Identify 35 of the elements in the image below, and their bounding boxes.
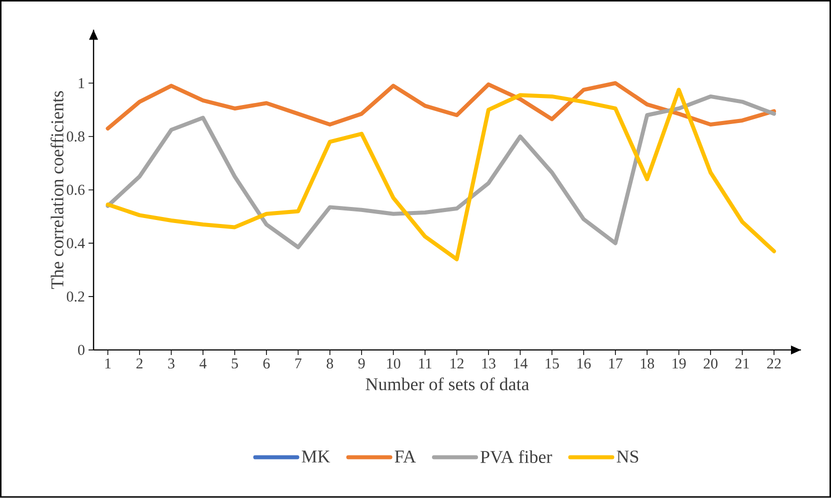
x-tick-label: 19 xyxy=(672,358,686,369)
y-tick-label: 1 xyxy=(78,78,84,88)
y-tick-label: 0.6 xyxy=(66,184,85,196)
x-axis-title: Number of sets of data xyxy=(366,378,530,390)
x-tick-label: 10 xyxy=(387,358,400,369)
x-tick-label: 13 xyxy=(482,358,496,369)
x-tick-label: 12 xyxy=(450,358,464,369)
y-tick-label: 0.4 xyxy=(66,238,85,248)
x-tick-label: 14 xyxy=(514,358,528,368)
x-tick-label: 5 xyxy=(232,358,238,369)
x-tick-label: 3 xyxy=(168,358,174,369)
legend-label: FA xyxy=(394,450,416,463)
x-tick-label: 8 xyxy=(326,358,334,369)
x-tick-label: 2 xyxy=(136,358,142,369)
y-tick-label: 0.8 xyxy=(66,132,84,142)
x-tick-label: 6 xyxy=(263,358,270,369)
y-tick-label: 0.2 xyxy=(66,292,84,302)
x-tick-label: 16 xyxy=(577,358,591,369)
x-tick-label: 18 xyxy=(640,358,654,369)
x-tick-label: 20 xyxy=(704,358,718,369)
x-tick-label: 11 xyxy=(419,358,432,368)
x-tick-label: 15 xyxy=(546,358,559,369)
x-tick-label: 17 xyxy=(609,358,622,368)
line-series xyxy=(106,81,776,131)
y-tick-label: 0 xyxy=(78,344,84,356)
x-tick-label: 1 xyxy=(105,358,111,368)
legend-label: MK xyxy=(302,450,330,463)
y-axis-title: The correlation coefficients xyxy=(50,91,64,289)
legend-label: NS xyxy=(616,450,638,463)
legend-label: PVA fiber xyxy=(480,450,552,464)
x-tick-label: 21 xyxy=(735,358,749,369)
x-tick-label: 22 xyxy=(767,358,781,369)
x-tick-label: 7 xyxy=(295,358,302,368)
x-tick-label: 4 xyxy=(200,358,207,368)
x-tick-label: 9 xyxy=(358,358,365,369)
